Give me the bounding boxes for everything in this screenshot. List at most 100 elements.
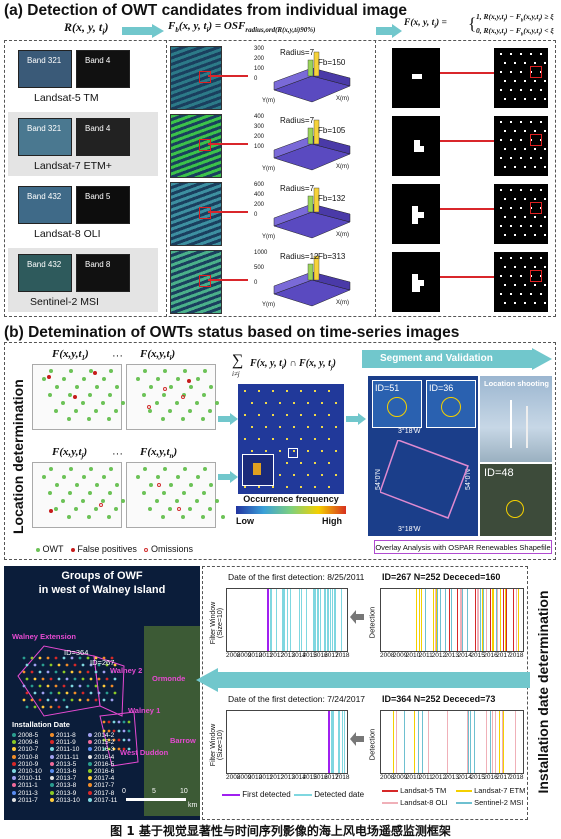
- candidate-dot: [524, 216, 526, 218]
- owt-dot: [188, 409, 192, 413]
- binary-zoom: [392, 252, 440, 312]
- owt-dot: [48, 393, 52, 397]
- owt-dot: [215, 401, 219, 405]
- bottom-id-text: ID=364 N=252 Dececed=73: [382, 694, 496, 704]
- grid-ti: [126, 364, 225, 430]
- install-date-item: 2011-11: [50, 754, 79, 761]
- install-date-item: 2016-5: [88, 761, 114, 768]
- candidate-dot: [524, 80, 526, 82]
- candidate-dot: [524, 234, 526, 236]
- candidate-dot: [530, 293, 532, 295]
- detection-line: [506, 589, 508, 651]
- year-tick: 2017: [324, 774, 339, 781]
- candidate-dot: [524, 266, 526, 268]
- turbine-pixel: [244, 486, 246, 488]
- year-tick: 2015: [302, 774, 317, 781]
- candidate-dot: [534, 284, 536, 286]
- owt-dot: [94, 409, 98, 413]
- year-tick: 2011: [418, 774, 433, 781]
- detection-line: [427, 711, 429, 773]
- candidate-dot: [520, 275, 522, 277]
- bottom-ylabel: Filter Window (Size=10): [210, 723, 224, 767]
- install-date-item: 2016-4: [88, 754, 114, 761]
- year-tick: 2017: [496, 774, 511, 781]
- turbine-point: [33, 663, 37, 667]
- turbine-point: [107, 747, 111, 751]
- owt-dot: [67, 515, 71, 519]
- omission-dot: [157, 483, 161, 487]
- turbine-point: [122, 747, 126, 751]
- owt-dot: [196, 475, 200, 479]
- candidate-dot: [544, 266, 546, 268]
- turbine-pixel: [265, 426, 267, 428]
- candidate-dot: [514, 130, 516, 132]
- turbine-point: [70, 684, 74, 688]
- formula-f: F(x, y, ti) =: [404, 18, 447, 30]
- candidate-dot: [500, 121, 502, 123]
- detection-line: [470, 711, 472, 773]
- owt-dot: [181, 515, 185, 519]
- first-detected-swatch: [222, 793, 240, 796]
- omission-dot: [163, 387, 167, 391]
- install-date-item: 2016-6: [88, 768, 114, 775]
- band-rgb-label: Band 432: [27, 192, 62, 201]
- candidate-dot: [500, 257, 502, 259]
- turbine-pixel: [293, 426, 295, 428]
- owt-dot: [95, 483, 99, 487]
- candidate-dot: [514, 284, 516, 286]
- turbine-pixel: [335, 426, 337, 428]
- turbine-point: [62, 670, 66, 674]
- turbine-point: [49, 691, 53, 695]
- candidate-dot: [540, 257, 542, 259]
- detection-line: [418, 711, 420, 773]
- turbine-point: [112, 747, 116, 751]
- candidate-dot: [514, 80, 516, 82]
- turbine-point: [127, 729, 131, 733]
- year-tick: 2014: [291, 652, 306, 659]
- omission-dot-icon: [144, 548, 149, 552]
- id36-circle: [441, 397, 461, 417]
- candidate-dot: [504, 234, 506, 236]
- sensor-label: Sentinel-2 MSI: [30, 296, 99, 308]
- turbine-pixel: [307, 402, 309, 404]
- owt-dot: [109, 467, 113, 471]
- candidate-dot: [534, 62, 536, 64]
- candidate-dot: [524, 302, 526, 304]
- candidate-dot: [544, 234, 546, 236]
- candidate-dot: [504, 98, 506, 100]
- detection-line: [436, 589, 438, 651]
- turbine-pixel: [286, 390, 288, 392]
- detection-line: [467, 589, 469, 651]
- pointer-arrow: [440, 208, 494, 210]
- candidate-dot: [520, 53, 522, 55]
- install-date-item: 2008-5: [12, 732, 38, 739]
- detection-line: [492, 589, 494, 651]
- detection-line: [497, 589, 499, 651]
- legend-points: OWT False positives Omissions: [36, 544, 193, 554]
- turbine-pixel: [328, 462, 330, 464]
- map-id-364: ID=364: [64, 648, 89, 657]
- grid-label-4: F(x,y,tn): [140, 446, 178, 461]
- turbine-icon-2: [526, 406, 528, 448]
- detection-line: [485, 711, 487, 773]
- detection-line: [416, 589, 418, 651]
- turbine-point: [113, 691, 117, 695]
- fb-label: Fb=313: [318, 252, 346, 261]
- detection-line: [332, 589, 334, 651]
- formula-case1: 1, R(x,y,ti) − Fb(x,y,ti) ≥ ξ: [476, 12, 554, 24]
- owt-dot: [87, 515, 91, 519]
- candidate-dot: [534, 148, 536, 150]
- candidate-dot: [514, 302, 516, 304]
- turbine-point: [33, 677, 37, 681]
- arrow-1: [122, 24, 164, 38]
- legend-l8: Landsat-8 OLI: [382, 798, 448, 807]
- detection-line: [420, 589, 422, 651]
- install-date-item: 2010-8: [12, 754, 38, 761]
- candidate-dot: [530, 157, 532, 159]
- detection-line: [316, 589, 318, 651]
- candidate-dot: [500, 293, 502, 295]
- candidate-dot: [514, 266, 516, 268]
- detection-line: [331, 711, 333, 773]
- candidate-dot: [510, 225, 512, 227]
- turbine-point: [65, 677, 69, 681]
